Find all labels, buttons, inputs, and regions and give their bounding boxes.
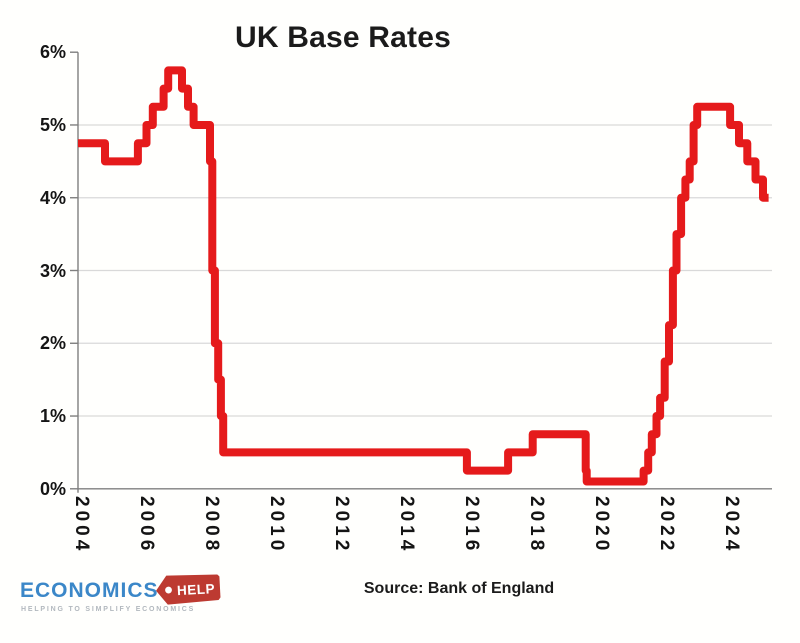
chart-title: UK Base Rates <box>234 21 452 54</box>
base-rate-series-line <box>78 66 769 486</box>
x-tick-label-2004: 2004 <box>71 496 92 555</box>
x-tick-label-2012: 2012 <box>331 496 352 555</box>
logo-price-tag: HELP <box>156 574 221 605</box>
x-tick-label-2018: 2018 <box>526 496 547 555</box>
y-tick-label-0pct: 0% <box>39 478 66 499</box>
x-tick-label-2014: 2014 <box>396 496 417 555</box>
logo-tagline: HELPING TO SIMPLIFY ECONOMICS <box>21 606 196 613</box>
source-caption: Source: Bank of England <box>363 580 555 597</box>
y-tick-label-1pct: 1% <box>39 406 66 427</box>
y-tick-label-3pct: 3% <box>39 260 66 281</box>
logo-brand-text: ECONOMICS <box>20 579 159 602</box>
price-tag-hole-icon <box>165 586 172 594</box>
y-tick-label-5pct: 5% <box>39 114 66 135</box>
x-tick-label-2010: 2010 <box>266 496 287 555</box>
y-tick-label-2pct: 2% <box>39 333 66 354</box>
x-tick-label-2022: 2022 <box>656 496 677 555</box>
y-tick-label-4pct: 4% <box>39 187 66 208</box>
x-tick-label-2008: 2008 <box>201 496 222 555</box>
x-tick-label-2024: 2024 <box>721 496 742 555</box>
y-tick-label-6pct: 6% <box>39 42 66 63</box>
x-tick-label-2020: 2020 <box>591 496 612 555</box>
logo-tag-text: HELP <box>177 581 216 598</box>
x-tick-label-2006: 2006 <box>136 496 157 555</box>
x-tick-label-2016: 2016 <box>461 496 482 555</box>
price-tag-shape <box>156 574 221 605</box>
